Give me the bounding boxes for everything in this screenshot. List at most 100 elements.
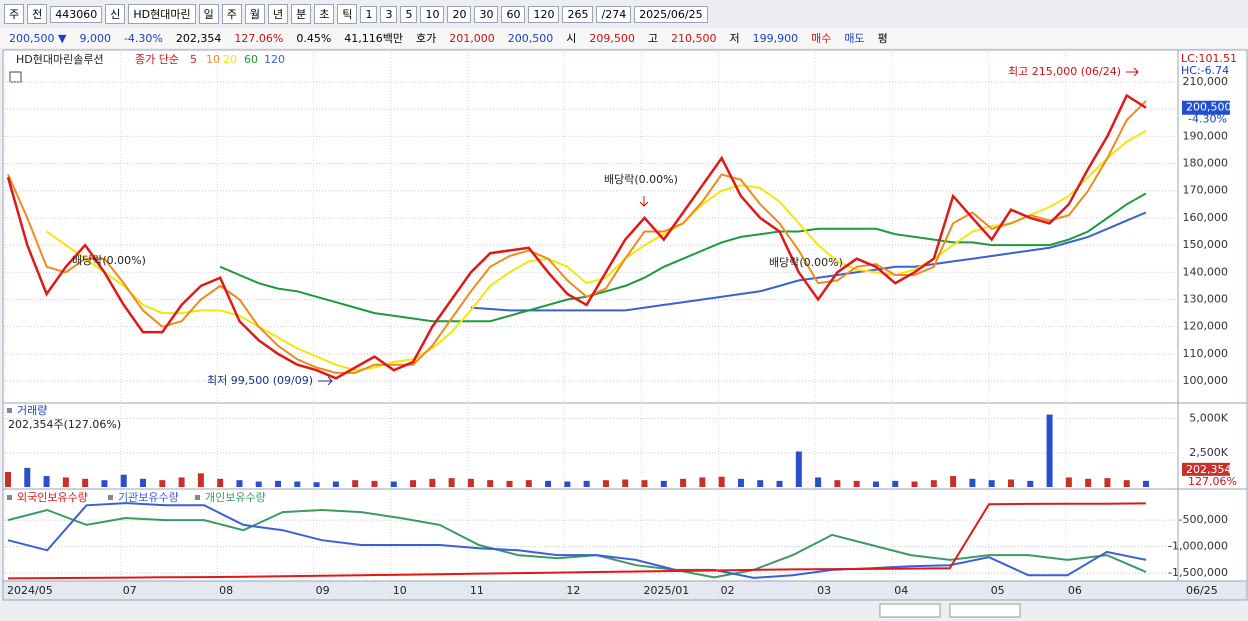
volume-bar [545,480,552,487]
toolbar-button[interactable]: 1 [360,5,378,23]
arrow [318,376,333,386]
toolbar-button[interactable]: HD현대마린 [128,4,196,24]
volume-bar [969,478,976,487]
panel-subtitle: 202,354주(127.06%) [8,418,121,431]
toolbar-button[interactable]: 120 [528,5,560,23]
volume-bar [506,480,513,487]
series-line [7,508,1147,579]
y-tick-label: 190,000 [1183,129,1229,142]
volume-bar [1143,480,1149,487]
x-tick-label: 08 [219,584,233,597]
toolbar-button[interactable]: 20 [447,5,472,23]
volume-bar [43,476,50,487]
legend-prefix: 종가 단순 [135,53,179,66]
volume-bar [757,480,764,487]
volume-bar [390,481,397,487]
volume-bar [718,476,725,487]
y-tick-label: 2,500K [1189,446,1228,459]
toolbar-button[interactable]: 주 [4,4,25,24]
toolbar-button[interactable]: 초 [314,4,335,24]
volume-bar [5,471,11,487]
volume-bar [217,478,224,487]
toolbar-button[interactable]: 주 [221,4,242,24]
toolbar-button[interactable]: 신 [105,4,126,24]
volume-bar [410,480,417,487]
toolbar: 주 전 443060 신 HD현대마린 일 주 월 년 분 초 틱 1 3 5 10 20 30 60 120 265/… [0,2,1248,26]
quote-field: 41,116백만 [344,32,404,45]
quote-field: 127.06% [234,31,284,45]
toolbar-button[interactable]: 전 [27,4,48,24]
quote-field: 평 [877,32,888,45]
volume-bar [737,478,744,487]
volume-bar [660,480,667,487]
x-tick-label: 03 [817,584,831,597]
volume-bar [776,480,783,487]
legend-item: 외국인보유수량 [17,491,88,504]
annotation: 배당락(0.00%) [72,254,146,267]
last-price: 200,500 [1186,101,1232,114]
y-tick-label: 100,000 [1183,374,1229,387]
legend-item: 개인보유수량 [205,491,266,504]
toolbar-button[interactable]: 월 [244,4,265,24]
y-tick-label: 130,000 [1183,292,1229,305]
quote-bar: 200,500 ▼ 9,000 -4.30% 202,354 127.06% 0.45% 4… [0,28,1248,48]
volume-bar [140,478,147,487]
right-label: HC:-6.74 [1181,64,1229,77]
quote-field: 매수 [811,32,832,45]
toolbar-button[interactable]: 분 [291,4,312,24]
volume-bar [294,481,301,487]
toolbar-button[interactable]: 10 [420,5,445,23]
volume-bar [930,480,937,487]
legend-item: 10 [206,53,220,66]
y-tick-label: 170,000 [1183,184,1229,197]
volume-bar [1065,477,1072,487]
toolbar-button[interactable]: 3 [380,5,398,23]
toolbar-button[interactable]: 틱 [337,4,358,24]
volume-bar [525,480,532,487]
toolbar-button[interactable]: 60 [501,5,526,23]
series-line [470,211,1147,312]
legend-marker [108,495,113,500]
volume-bar [1085,478,1092,487]
y-tick-label: 5,000K [1189,412,1228,425]
quote-field: 저 [729,32,740,45]
panel-marker [7,408,12,413]
x-tick-label: 02 [721,584,735,597]
volume-bar [1027,480,1034,487]
x-tick-label: 12 [566,584,580,597]
series-line [7,502,1147,580]
toolbar-button[interactable]: 443060 [50,5,103,23]
annotation: 배당락(0.00%) [769,256,843,269]
toolbar-button[interactable]: 30 [474,5,499,23]
volume-bar [853,480,860,487]
last-volume: 202,354 [1186,463,1232,476]
volume-bar [487,480,494,487]
last-price-box [1182,100,1230,115]
arrow [639,196,649,207]
toolbar-button[interactable]: 일 [198,4,219,24]
x-tick-label: 2024/05 [7,584,53,597]
toolbar-button[interactable]: /274 [596,5,632,23]
x-tick-label: 09 [316,584,330,597]
volume-bar [197,473,204,487]
volume-bar [699,477,706,487]
y-tick-label: 150,000 [1183,238,1229,251]
last-date: 06/25 [1186,584,1218,597]
quote-field: 호가 [416,32,437,45]
y-tick-label: -1,500,000 [1168,566,1228,579]
toolbar-button[interactable]: 5 [400,5,418,23]
toolbar-button[interactable]: 265 [562,5,594,23]
volume-bar [1046,414,1053,487]
legend-item: 120 [264,53,285,66]
legend-item: 20 [223,53,237,66]
toolbar-button[interactable]: 2025/06/25 [634,5,708,23]
y-tick-label: 140,000 [1183,265,1229,278]
volume-bar [62,477,69,487]
annotation: 최저 99,500 (09/09) [207,374,313,387]
y-tick-label: -500,000 [1179,513,1228,526]
right-label: LC:101.51 [1181,52,1237,65]
volume-bar [178,477,185,487]
volume-bar [680,478,687,487]
toolbar-button[interactable]: 년 [267,4,289,24]
